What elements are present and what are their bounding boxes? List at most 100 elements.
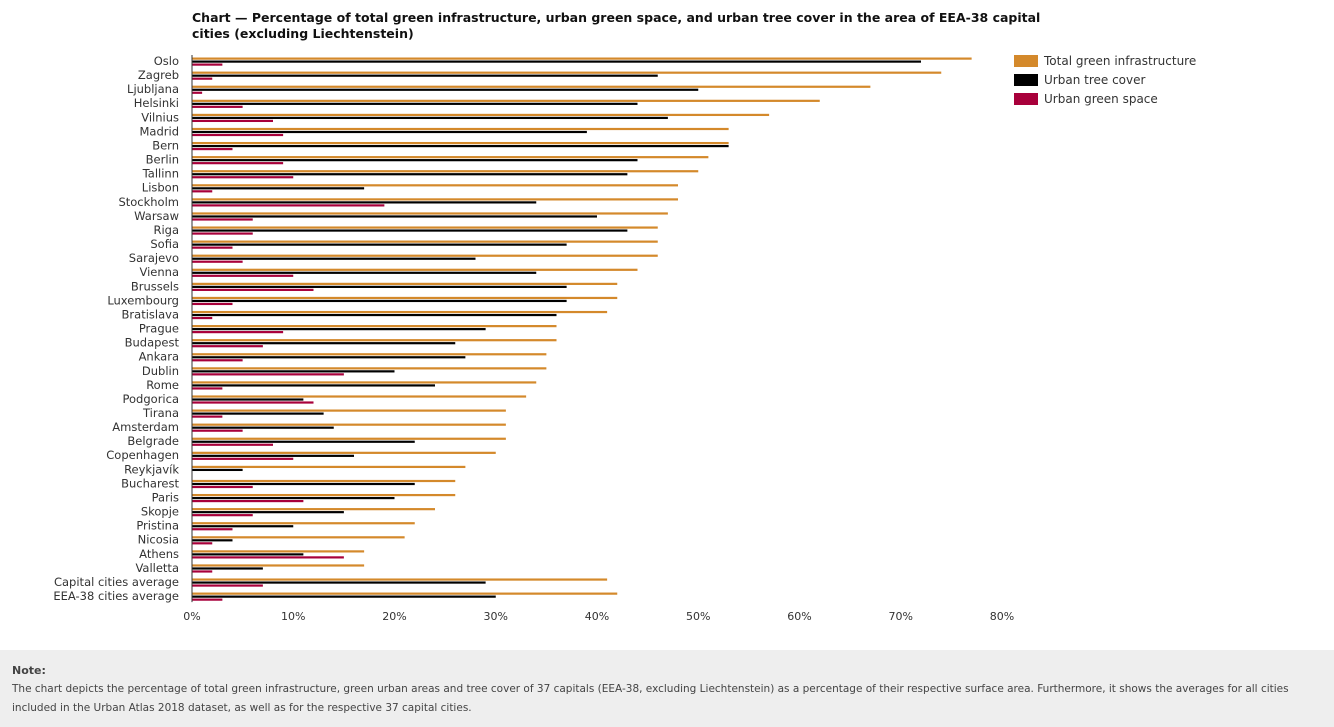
bar-total-green-infrastructure[interactable]	[192, 409, 506, 412]
bar-urban-tree-cover[interactable]	[192, 539, 233, 542]
bar-urban-green-space[interactable]	[192, 105, 243, 108]
bar-urban-green-space[interactable]	[192, 176, 294, 179]
bar-total-green-infrastructure[interactable]	[192, 310, 608, 314]
bar-total-green-infrastructure[interactable]	[192, 57, 972, 60]
bar-urban-tree-cover[interactable]	[192, 60, 921, 63]
bar-urban-tree-cover[interactable]	[192, 440, 415, 443]
bar-total-green-infrastructure[interactable]	[192, 212, 668, 215]
bar-urban-green-space[interactable]	[192, 331, 284, 334]
bar-urban-green-space[interactable]	[192, 528, 233, 531]
bar-total-green-infrastructure[interactable]	[192, 198, 678, 201]
bar-urban-green-space[interactable]	[192, 514, 253, 517]
bar-urban-green-space[interactable]	[192, 274, 294, 277]
bar-urban-green-space[interactable]	[192, 190, 213, 193]
bar-urban-tree-cover[interactable]	[192, 384, 435, 387]
bar-urban-green-space[interactable]	[192, 443, 273, 446]
bar-urban-tree-cover[interactable]	[192, 88, 699, 91]
bar-urban-green-space[interactable]	[192, 598, 223, 601]
bar-urban-tree-cover[interactable]	[192, 144, 729, 148]
bar-total-green-infrastructure[interactable]	[192, 465, 466, 469]
bar-urban-green-space[interactable]	[192, 415, 223, 418]
bar-total-green-infrastructure[interactable]	[192, 536, 405, 539]
bar-urban-tree-cover[interactable]	[192, 370, 395, 373]
bar-total-green-infrastructure[interactable]	[192, 493, 456, 497]
bar-urban-green-space[interactable]	[192, 246, 233, 249]
bar-total-green-infrastructure[interactable]	[192, 296, 618, 300]
bar-urban-tree-cover[interactable]	[192, 595, 496, 598]
bar-urban-green-space[interactable]	[192, 584, 263, 587]
bar-urban-green-space[interactable]	[192, 63, 223, 66]
bar-urban-green-space[interactable]	[192, 77, 213, 80]
bar-urban-tree-cover[interactable]	[192, 102, 638, 105]
bar-urban-tree-cover[interactable]	[192, 116, 668, 120]
legend-item-urban-tree-cover[interactable]: Urban tree cover	[1014, 70, 1196, 89]
legend-item-total-green-infrastructure[interactable]: Total green infrastructure	[1014, 51, 1196, 70]
legend-item-urban-green-space[interactable]: Urban green space	[1014, 89, 1196, 108]
bar-urban-tree-cover[interactable]	[192, 567, 263, 570]
bar-urban-tree-cover[interactable]	[192, 299, 567, 303]
bar-total-green-infrastructure[interactable]	[192, 423, 506, 426]
bar-urban-green-space[interactable]	[192, 499, 304, 503]
bar-total-green-infrastructure[interactable]	[192, 282, 618, 285]
bar-urban-tree-cover[interactable]	[192, 243, 567, 246]
bar-urban-tree-cover[interactable]	[192, 74, 658, 77]
bar-total-green-infrastructure[interactable]	[192, 240, 658, 243]
bar-total-green-infrastructure[interactable]	[192, 268, 638, 271]
bar-total-green-infrastructure[interactable]	[192, 564, 365, 567]
bar-urban-green-space[interactable]	[192, 147, 233, 151]
bar-total-green-infrastructure[interactable]	[192, 99, 820, 102]
bar-urban-tree-cover[interactable]	[192, 525, 294, 528]
bar-total-green-infrastructure[interactable]	[192, 479, 456, 483]
bar-urban-tree-cover[interactable]	[192, 398, 304, 401]
bar-urban-tree-cover[interactable]	[192, 229, 628, 232]
bar-urban-tree-cover[interactable]	[192, 328, 486, 331]
bar-total-green-infrastructure[interactable]	[192, 592, 618, 595]
bar-urban-tree-cover[interactable]	[192, 482, 415, 486]
bar-urban-green-space[interactable]	[192, 260, 243, 263]
bar-total-green-infrastructure[interactable]	[192, 141, 729, 145]
bar-urban-green-space[interactable]	[192, 91, 203, 94]
bar-total-green-infrastructure[interactable]	[192, 85, 871, 88]
bar-urban-tree-cover[interactable]	[192, 257, 476, 260]
bar-urban-green-space[interactable]	[192, 232, 253, 235]
bar-urban-green-space[interactable]	[192, 119, 273, 123]
bar-urban-tree-cover[interactable]	[192, 356, 466, 359]
bar-urban-green-space[interactable]	[192, 485, 253, 489]
bar-total-green-infrastructure[interactable]	[192, 550, 365, 553]
bar-urban-green-space[interactable]	[192, 387, 223, 390]
bar-total-green-infrastructure[interactable]	[192, 508, 435, 511]
bar-urban-green-space[interactable]	[192, 133, 284, 137]
bar-urban-green-space[interactable]	[192, 401, 314, 404]
bar-total-green-infrastructure[interactable]	[192, 381, 537, 384]
bar-total-green-infrastructure[interactable]	[192, 170, 699, 173]
bar-total-green-infrastructure[interactable]	[192, 226, 658, 229]
bar-urban-green-space[interactable]	[192, 302, 233, 306]
bar-urban-tree-cover[interactable]	[192, 496, 395, 500]
bar-total-green-infrastructure[interactable]	[192, 522, 415, 525]
bar-total-green-infrastructure[interactable]	[192, 156, 709, 159]
bar-urban-tree-cover[interactable]	[192, 468, 243, 472]
bar-total-green-infrastructure[interactable]	[192, 437, 506, 440]
bar-total-green-infrastructure[interactable]	[192, 184, 678, 187]
bar-urban-tree-cover[interactable]	[192, 159, 638, 162]
bar-urban-tree-cover[interactable]	[192, 581, 486, 584]
bar-urban-tree-cover[interactable]	[192, 173, 628, 176]
bar-total-green-infrastructure[interactable]	[192, 367, 547, 370]
bar-urban-green-space[interactable]	[192, 218, 253, 221]
bar-total-green-infrastructure[interactable]	[192, 395, 527, 398]
bar-total-green-infrastructure[interactable]	[192, 451, 496, 454]
bar-urban-tree-cover[interactable]	[192, 187, 365, 190]
bar-urban-green-space[interactable]	[192, 457, 294, 460]
bar-total-green-infrastructure[interactable]	[192, 113, 770, 117]
bar-urban-tree-cover[interactable]	[192, 130, 587, 134]
bar-total-green-infrastructure[interactable]	[192, 127, 729, 131]
bar-urban-tree-cover[interactable]	[192, 553, 304, 556]
bar-urban-tree-cover[interactable]	[192, 215, 597, 218]
bar-urban-tree-cover[interactable]	[192, 454, 354, 457]
bar-total-green-infrastructure[interactable]	[192, 254, 658, 257]
bar-urban-green-space[interactable]	[192, 556, 344, 559]
bar-urban-green-space[interactable]	[192, 204, 385, 207]
bar-urban-tree-cover[interactable]	[192, 285, 567, 288]
bar-urban-green-space[interactable]	[192, 316, 213, 320]
bar-urban-tree-cover[interactable]	[192, 426, 334, 429]
